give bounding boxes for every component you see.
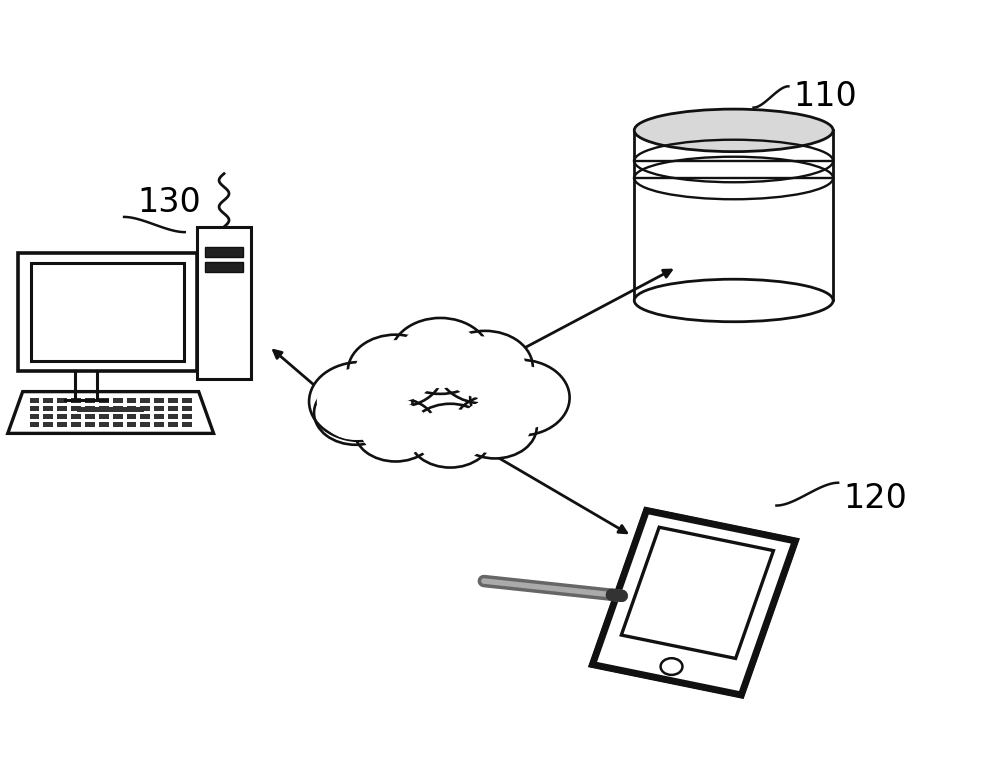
Polygon shape <box>57 398 67 403</box>
Circle shape <box>317 368 405 435</box>
Circle shape <box>470 360 570 435</box>
Polygon shape <box>85 406 95 411</box>
Polygon shape <box>634 130 833 301</box>
Ellipse shape <box>634 109 833 151</box>
Polygon shape <box>127 398 136 403</box>
Polygon shape <box>57 414 67 419</box>
Circle shape <box>398 324 483 388</box>
Polygon shape <box>205 262 243 272</box>
Polygon shape <box>30 422 39 428</box>
Circle shape <box>314 381 398 444</box>
Polygon shape <box>182 422 192 428</box>
Polygon shape <box>182 406 192 411</box>
Polygon shape <box>113 406 123 411</box>
Polygon shape <box>43 398 53 403</box>
Circle shape <box>360 402 431 457</box>
Polygon shape <box>168 422 178 428</box>
Polygon shape <box>140 422 150 428</box>
Polygon shape <box>182 398 192 403</box>
Polygon shape <box>99 414 109 419</box>
Circle shape <box>661 658 682 675</box>
Circle shape <box>355 340 436 402</box>
Polygon shape <box>127 406 136 411</box>
Polygon shape <box>77 407 144 412</box>
Polygon shape <box>43 414 53 419</box>
Polygon shape <box>30 406 39 411</box>
Polygon shape <box>71 414 81 419</box>
Polygon shape <box>57 406 67 411</box>
Polygon shape <box>31 263 184 361</box>
Polygon shape <box>71 406 81 411</box>
Polygon shape <box>182 414 192 419</box>
Polygon shape <box>99 422 109 428</box>
Circle shape <box>354 398 437 461</box>
Text: 130: 130 <box>137 186 201 220</box>
Polygon shape <box>621 527 773 659</box>
Polygon shape <box>18 253 197 371</box>
Polygon shape <box>140 398 150 403</box>
Polygon shape <box>85 398 95 403</box>
Circle shape <box>415 409 486 463</box>
Polygon shape <box>113 422 123 428</box>
Polygon shape <box>127 422 136 428</box>
Polygon shape <box>154 414 164 419</box>
Circle shape <box>478 366 562 430</box>
Polygon shape <box>127 414 136 419</box>
Polygon shape <box>113 398 123 403</box>
Polygon shape <box>8 392 214 434</box>
Polygon shape <box>99 406 109 411</box>
Polygon shape <box>71 398 81 403</box>
Polygon shape <box>168 414 178 419</box>
Polygon shape <box>154 406 164 411</box>
Text: 140: 140 <box>455 353 519 386</box>
Polygon shape <box>43 422 53 428</box>
Polygon shape <box>57 422 67 428</box>
Polygon shape <box>30 398 39 403</box>
Polygon shape <box>197 226 251 379</box>
Polygon shape <box>592 510 795 695</box>
Text: 110: 110 <box>793 80 857 113</box>
Polygon shape <box>43 406 53 411</box>
Circle shape <box>445 337 526 399</box>
Circle shape <box>320 386 391 440</box>
Polygon shape <box>30 414 39 419</box>
Circle shape <box>348 334 443 408</box>
Polygon shape <box>140 406 150 411</box>
Polygon shape <box>168 406 178 411</box>
Ellipse shape <box>634 279 833 322</box>
Polygon shape <box>99 398 109 403</box>
Polygon shape <box>85 422 95 428</box>
Polygon shape <box>71 422 81 428</box>
Circle shape <box>437 330 533 404</box>
Polygon shape <box>592 510 795 695</box>
Circle shape <box>460 399 531 454</box>
Circle shape <box>453 395 537 458</box>
Circle shape <box>309 362 412 441</box>
Polygon shape <box>168 398 178 403</box>
Polygon shape <box>140 414 150 419</box>
Circle shape <box>409 404 492 467</box>
Polygon shape <box>85 414 95 419</box>
Polygon shape <box>205 246 243 257</box>
Polygon shape <box>154 422 164 428</box>
Circle shape <box>391 318 490 394</box>
Polygon shape <box>154 398 164 403</box>
Polygon shape <box>113 414 123 419</box>
Text: 120: 120 <box>843 483 907 516</box>
